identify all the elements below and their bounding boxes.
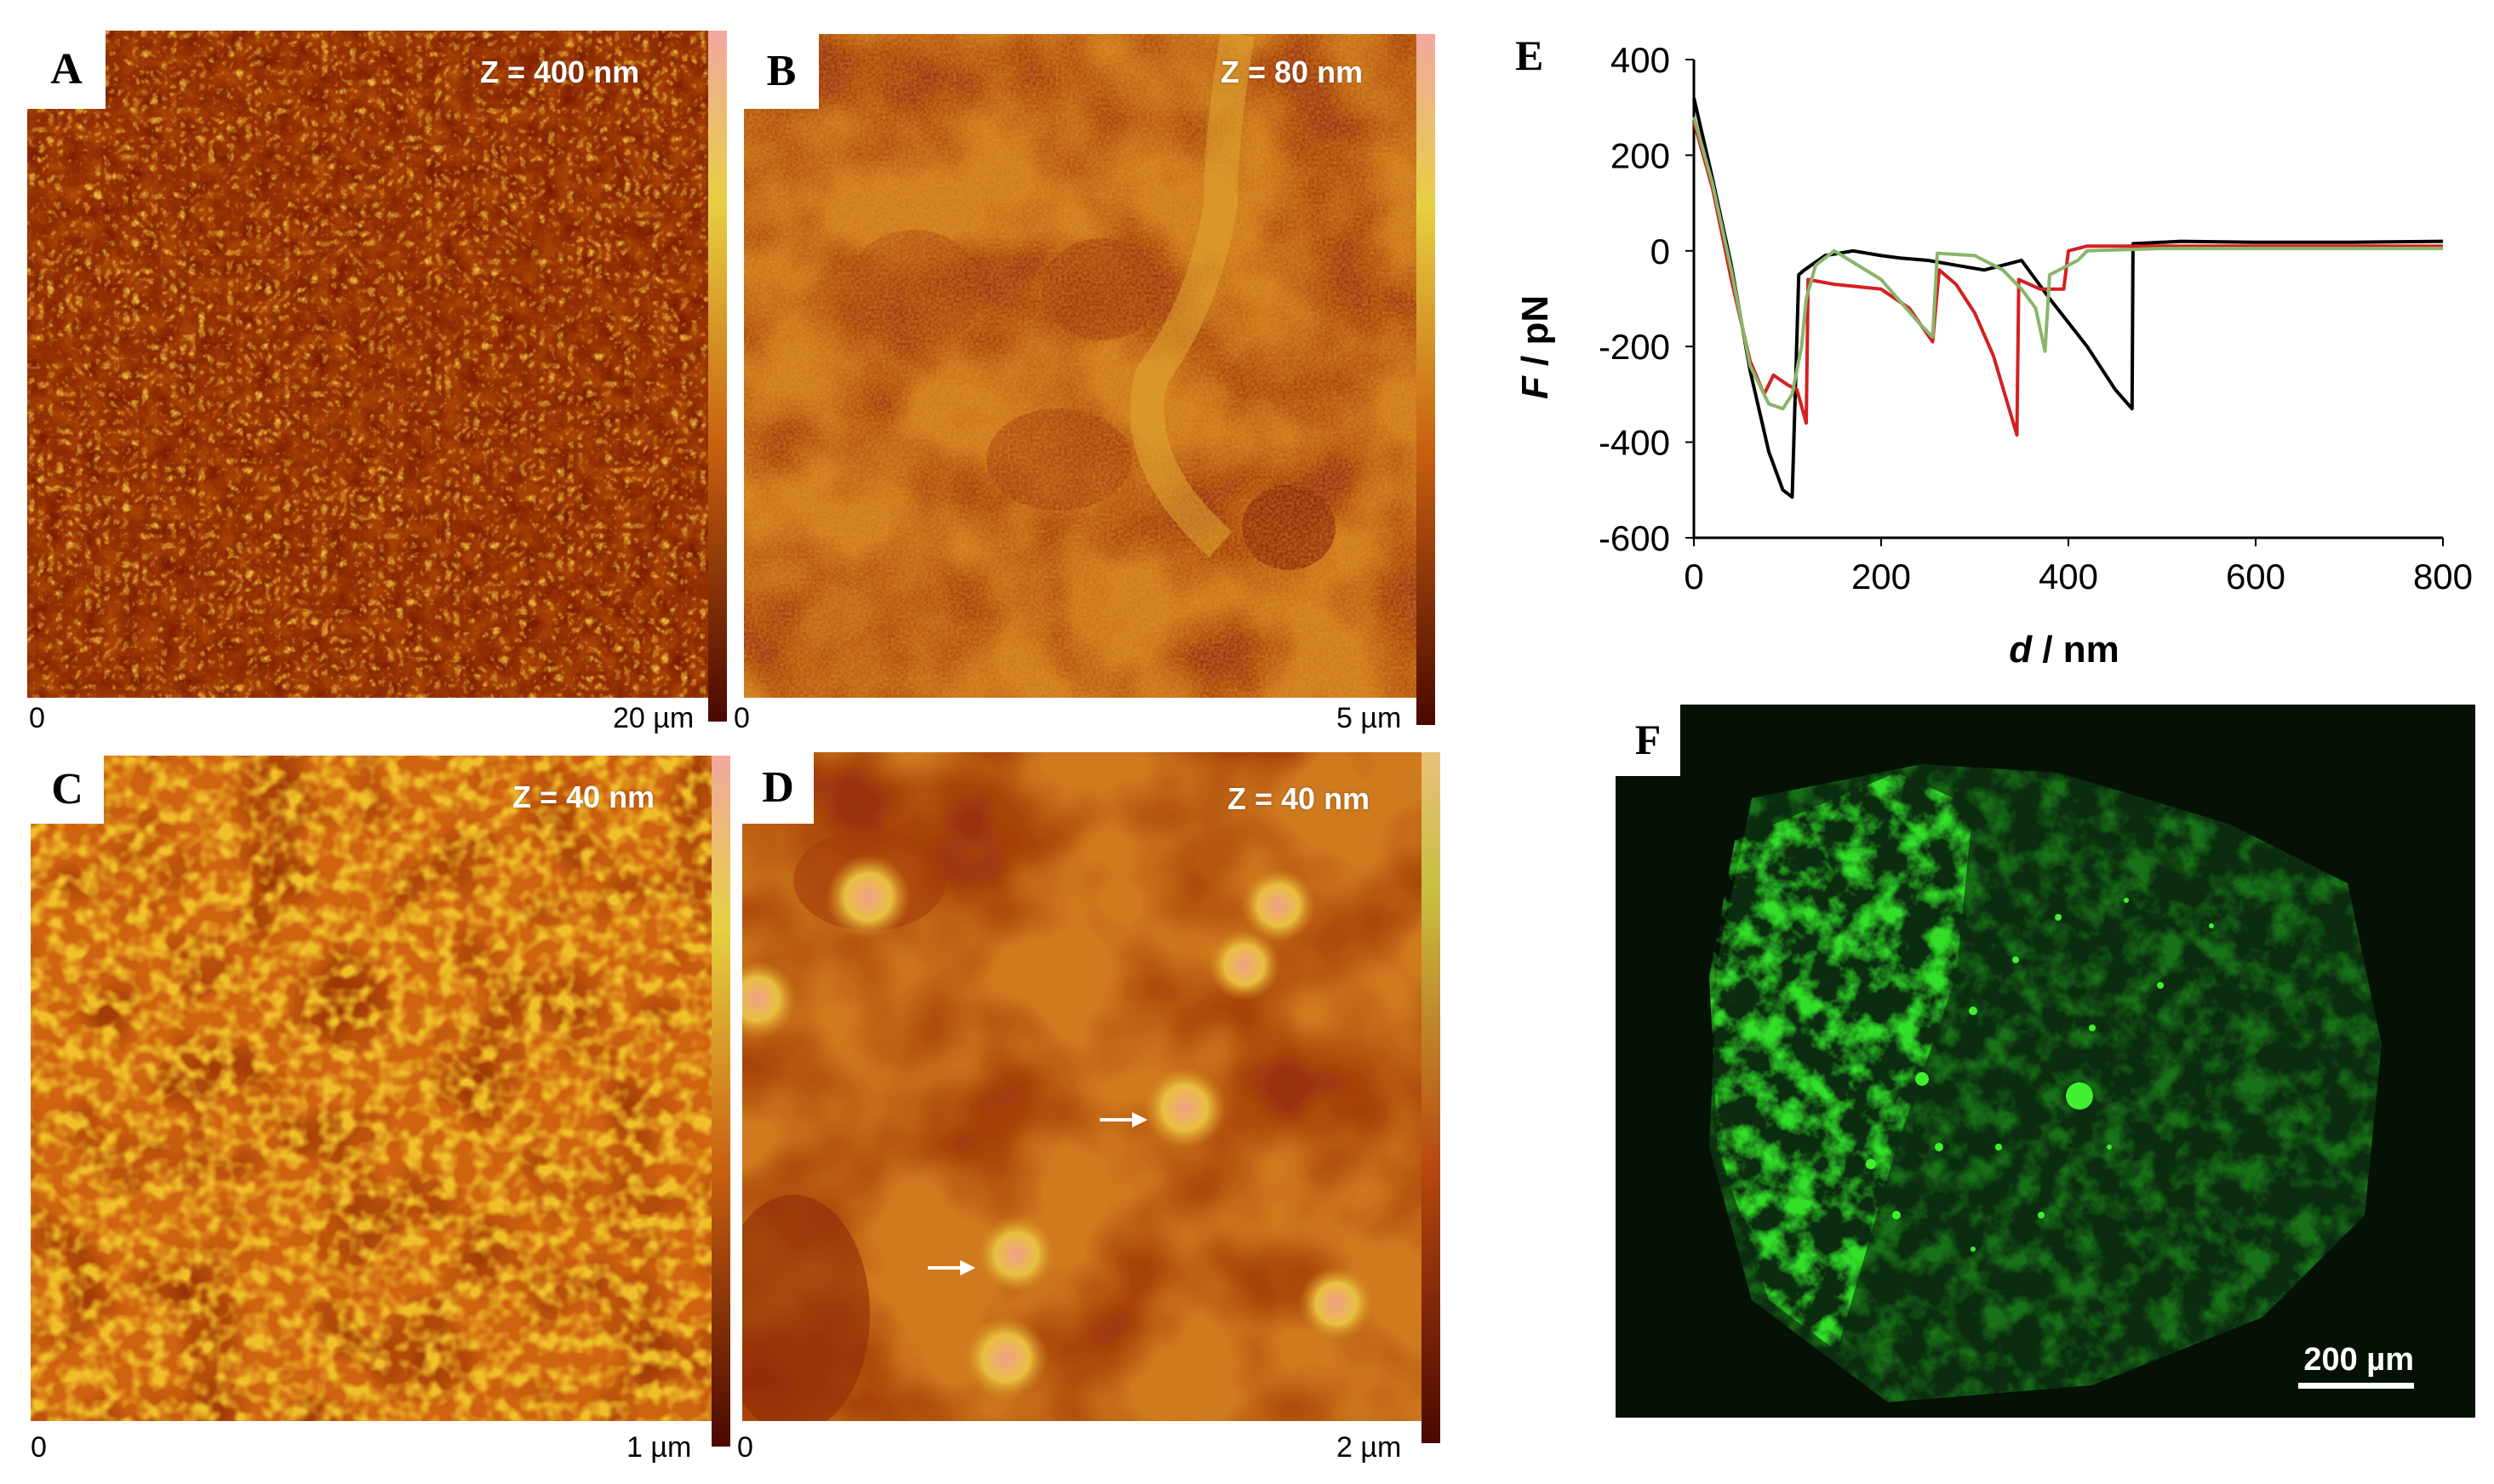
afm-image-d	[742, 752, 1421, 1421]
z-range-label-d: Z = 40 nm	[1227, 781, 1370, 816]
fluorescent-spots	[1866, 898, 2214, 1252]
z-range-label-c: Z = 40 nm	[512, 779, 655, 814]
arrow-icon	[1100, 1112, 1147, 1127]
scale-bar-label: 200 µm	[2303, 1342, 2414, 1378]
y-tick-label: 0	[1650, 231, 1670, 271]
series-line-0	[1692, 97, 2444, 499]
y-tick-label: -600	[1599, 518, 1670, 558]
panel-letter-d: D	[742, 752, 814, 824]
afm-panel-a: A Z = 400 nm	[27, 31, 708, 698]
x-tick-label: 800	[2413, 556, 2473, 596]
afm-image-c	[31, 756, 712, 1421]
x-tick-label: 200	[1851, 556, 1911, 596]
afm-image-b	[744, 34, 1416, 698]
afm-image-a	[27, 31, 708, 698]
x-tick-label: 0	[1684, 556, 1703, 596]
force-curve-chart: E 400 200 0 -200 -400 -600 0 200 400 600 800 d / n…	[1481, 17, 2485, 689]
scale-zero-c: 0	[31, 1431, 47, 1464]
x-tick-label: 600	[2226, 556, 2285, 596]
vesicle	[1209, 929, 1280, 1001]
scale-bar	[2298, 1383, 2414, 1389]
panel-letter-f: F	[1635, 716, 1662, 763]
scale-end-c: 1 µm	[626, 1431, 692, 1464]
series-line-2	[1692, 116, 2443, 411]
scale-zero-d: 0	[737, 1431, 753, 1464]
vesicle	[977, 1215, 1055, 1293]
scale-end-b: 5 µm	[1336, 702, 1402, 734]
z-range-label-b: Z = 80 nm	[1221, 54, 1364, 89]
scale-zero-a: 0	[29, 702, 45, 734]
scale-end-d: 2 µm	[1336, 1431, 1402, 1464]
series-line-1	[1692, 121, 2443, 437]
vesicle	[1299, 1266, 1374, 1341]
arrow-icon	[928, 1260, 975, 1276]
x-tick-label: 400	[2039, 556, 2098, 596]
y-tick-label: -400	[1599, 423, 1670, 463]
afm-panel-c: C Z = 40 nm	[31, 756, 712, 1421]
vesicle	[742, 960, 797, 1038]
fluorescence-image: F	[1616, 705, 2382, 1402]
y-tick-label: 200	[1610, 135, 1670, 175]
panel-letter-c: C	[31, 756, 104, 824]
panel-letter-a: A	[27, 31, 106, 109]
vesicle	[1241, 868, 1316, 943]
z-range-label-a: Z = 400 nm	[480, 54, 640, 89]
colorbar-b	[1416, 34, 1435, 725]
panel-letter-e: E	[1515, 31, 1543, 79]
afm-panel-d: D Z = 40 nm	[742, 752, 1421, 1421]
y-tick-label: -200	[1599, 327, 1670, 367]
y-tick-label: 400	[1610, 40, 1670, 80]
vesicle	[1144, 1067, 1226, 1149]
afm-panel-b: B Z = 80 nm	[744, 34, 1416, 698]
y-axis-label: F / pN	[1514, 295, 1556, 399]
force-curve-svg: E 400 200 0 -200 -400 -600 0 200 400 600 800 d / n…	[1514, 31, 2473, 671]
scale-end-a: 20 µm	[613, 702, 695, 734]
scale-zero-b: 0	[734, 702, 750, 734]
x-axis-label: d / nm	[2009, 629, 2119, 671]
colorbar-c	[712, 756, 730, 1447]
fluorescence-panel-f: F 200 µm	[1616, 705, 2475, 1418]
panel-letter-b: B	[744, 34, 819, 109]
colorbar-a	[708, 31, 727, 722]
panel-letter-f-bg	[1616, 705, 1680, 776]
vesicle	[964, 1316, 1049, 1401]
colorbar-d	[1421, 752, 1440, 1443]
vesicle	[826, 854, 911, 939]
